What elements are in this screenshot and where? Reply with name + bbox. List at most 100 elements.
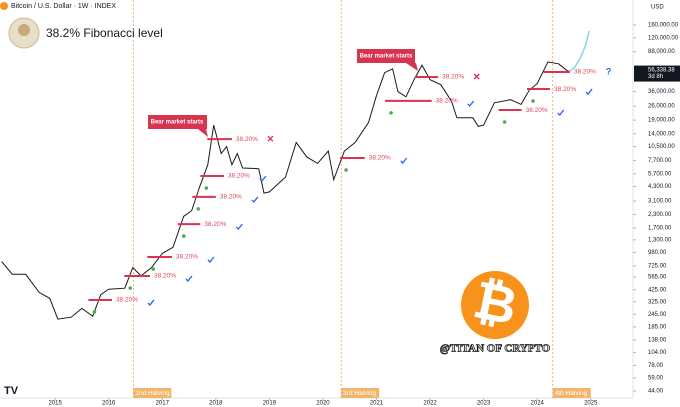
y-tick-label: 10,500.00	[648, 144, 675, 150]
green-dot	[502, 120, 507, 124]
price-line	[1, 61, 570, 320]
x-tick-label: 2022	[423, 401, 437, 407]
fib-label: 38.20%	[228, 173, 250, 180]
tv-logo: TV	[4, 385, 19, 397]
y-tick-label: 185.00	[648, 324, 667, 330]
currency: USD	[651, 5, 664, 11]
y-tick-label: 138.00	[648, 338, 667, 344]
symbol-icon	[0, 2, 8, 10]
green-dot	[182, 234, 186, 238]
question-mark: ?	[606, 66, 612, 76]
fib-label: 38.20%	[154, 273, 176, 280]
fib-label: 38.20%	[442, 74, 464, 81]
last-price: 56,338.38	[648, 68, 675, 74]
check-icon	[251, 196, 259, 203]
y-tick-label: 104.00	[648, 350, 667, 356]
bitcoin-logo	[461, 271, 529, 339]
fib-label: 38.20%	[369, 155, 391, 162]
halving-label-box	[552, 388, 591, 398]
x-tick-label: 2023	[477, 401, 491, 407]
y-tick-label: 1,700.00	[648, 225, 672, 231]
green-dot	[128, 286, 133, 290]
avatar-face	[18, 24, 30, 36]
y-tick-label: 425.00	[648, 287, 667, 293]
symbol: Bitcoin / U.S. Dollar · 1W · INDEX	[11, 3, 116, 10]
y-tick-label: 565.00	[648, 275, 667, 281]
y-tick-label: 78.00	[648, 363, 664, 369]
y-tick-label: 4,300.00	[648, 184, 672, 190]
halving-label: 4th Halving	[555, 390, 588, 397]
fib-label: 38.20%	[220, 194, 242, 201]
y-tick-label: 245.00	[648, 312, 667, 318]
green-dot	[92, 310, 97, 314]
fib-label: 38.20%	[574, 69, 596, 76]
halving-label-box	[341, 388, 380, 398]
y-tick-label: 44.00	[648, 389, 664, 395]
cross-icon	[267, 135, 274, 142]
fib-label: 38.20%	[554, 86, 576, 93]
green-dot	[344, 168, 348, 172]
check-icon	[207, 256, 215, 263]
fib-label: 38.20%	[204, 221, 226, 228]
y-tick-label: 14,000.00	[648, 131, 675, 137]
callout-box	[357, 49, 418, 71]
green-dot	[151, 267, 156, 271]
callout: Bear market starts	[360, 54, 413, 60]
x-tick-label: 2021	[370, 401, 384, 407]
cross-icon	[473, 73, 480, 80]
callout: Bear market starts	[151, 120, 204, 126]
x-tick-label: 2017	[156, 401, 170, 407]
y-tick-label: 1,300.00	[648, 237, 672, 243]
last-price-box	[634, 65, 680, 82]
fib-label: 38.20%	[236, 136, 258, 143]
y-tick-label: 36,000.00	[648, 89, 675, 95]
x-tick-label: 2018	[209, 401, 223, 407]
y-tick-label: 59.00	[648, 375, 664, 381]
x-tick-label: 2024	[531, 401, 545, 407]
y-tick-label: 325.00	[648, 299, 667, 305]
x-tick-label: 2020	[316, 401, 330, 407]
y-tick-label: 120,000.00	[648, 35, 679, 41]
halving-label: 2nd Halving	[135, 390, 170, 397]
check-icon	[400, 157, 408, 164]
green-dot	[389, 111, 393, 115]
countdown: 3d 8h	[648, 74, 663, 80]
green-dot	[531, 99, 535, 103]
check-icon	[259, 175, 267, 182]
y-tick-label: 19,000.00	[648, 118, 675, 124]
y-tick-label: 26,000.00	[648, 104, 675, 110]
y-tick-label: 725.00	[648, 263, 667, 269]
y-tick-label: 7,700.00	[648, 158, 672, 164]
fib-label: 38.20%	[176, 254, 198, 261]
fib-label: 38.20%	[526, 107, 548, 114]
check-icon	[585, 88, 593, 96]
y-tick-label: 980.00	[648, 250, 667, 256]
title: 38.2% Fibonacci level	[46, 26, 163, 40]
x-tick-label: 2019	[263, 401, 277, 407]
y-tick-label: 2,300.00	[648, 212, 672, 218]
check-icon	[147, 299, 155, 306]
green-dot	[196, 207, 201, 211]
halving-label-box	[133, 388, 172, 398]
fib-label: 38.20%	[436, 98, 458, 105]
y-tick-label: 3,100.00	[648, 199, 672, 205]
green-dot	[204, 186, 209, 190]
callout-box	[148, 115, 208, 137]
plot: 2nd Halving 3rd Halving 4th Halving 38.20% 3…	[1, 0, 612, 398]
check-icon	[467, 100, 475, 107]
check-icon	[235, 223, 243, 231]
x-tick-label: 2025	[584, 401, 598, 407]
y-tick-label: 160,000.00	[648, 23, 679, 29]
check-icon	[185, 275, 193, 282]
watermark: @TITAN OF CRYPTO	[440, 343, 551, 355]
y-tick-label: 5,700.00	[648, 171, 672, 177]
y-tick-label: 88,000.00	[648, 49, 675, 55]
halving-label: 3rd Halving	[343, 390, 376, 397]
fib-label: 38.20%	[116, 297, 138, 304]
projection-line	[568, 30, 590, 73]
x-tick-label: 2015	[48, 401, 62, 407]
check-icon	[557, 109, 565, 117]
x-tick-label: 2016	[102, 401, 116, 407]
